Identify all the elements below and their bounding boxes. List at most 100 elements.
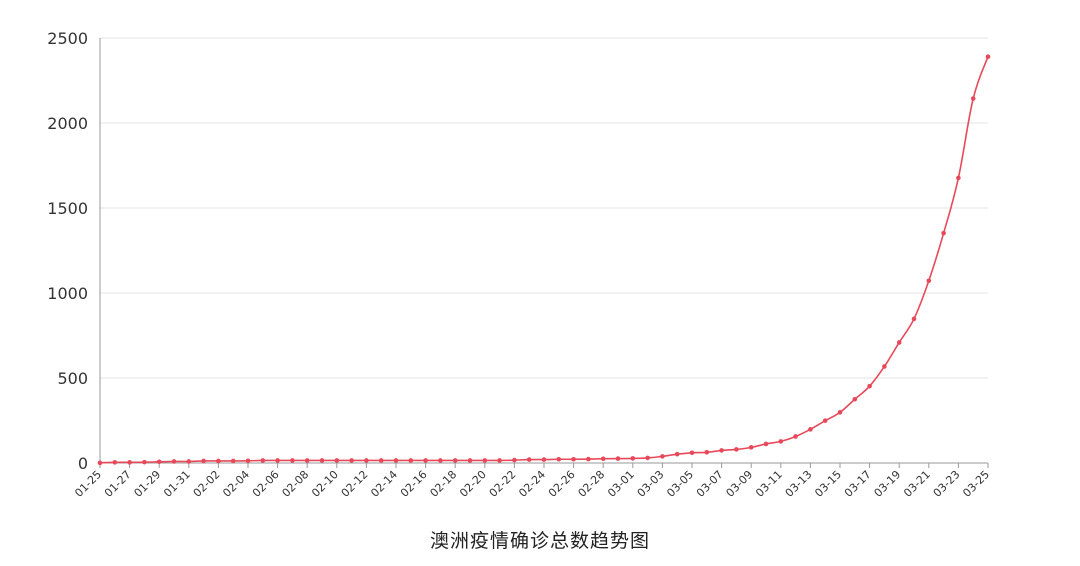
data-point bbox=[97, 460, 103, 466]
data-point bbox=[748, 445, 754, 450]
x-tick-label: 02-18 bbox=[428, 468, 460, 500]
x-tick-label: 03-11 bbox=[753, 468, 785, 500]
y-tick-label: 500 bbox=[57, 369, 88, 388]
x-tick-label: 02-08 bbox=[280, 468, 312, 500]
x-axis: 01-2501-2701-2901-3102-0202-0402-0602-08… bbox=[72, 463, 992, 500]
x-tick-label: 03-21 bbox=[901, 468, 933, 500]
data-point bbox=[660, 454, 665, 459]
data-point bbox=[645, 455, 650, 461]
x-tick-label: 02-14 bbox=[368, 468, 400, 500]
data-point bbox=[911, 316, 917, 322]
data-point bbox=[571, 456, 576, 462]
data-point bbox=[704, 449, 710, 455]
x-tick-label: 02-16 bbox=[398, 468, 430, 500]
data-point bbox=[852, 396, 858, 402]
x-tick-label: 01-31 bbox=[161, 468, 193, 500]
data-point bbox=[763, 441, 769, 447]
data-point bbox=[423, 458, 428, 463]
data-point bbox=[778, 439, 784, 444]
x-tick-label: 03-23 bbox=[931, 468, 963, 500]
data-point bbox=[970, 96, 976, 101]
data-point bbox=[630, 456, 636, 461]
data-point bbox=[275, 458, 280, 463]
data-point bbox=[319, 458, 325, 463]
data-point bbox=[615, 456, 621, 461]
data-point bbox=[674, 451, 680, 457]
data-point bbox=[201, 458, 206, 464]
data-point bbox=[334, 458, 340, 463]
x-tick-label: 02-04 bbox=[220, 468, 252, 500]
x-tick-label: 02-28 bbox=[576, 468, 608, 500]
data-point bbox=[156, 459, 162, 465]
data-point bbox=[393, 458, 399, 463]
data-point bbox=[171, 459, 177, 464]
x-tick-label: 03-13 bbox=[783, 468, 815, 500]
x-tick-label: 03-17 bbox=[842, 468, 874, 500]
x-tick-label: 03-09 bbox=[724, 468, 756, 500]
data-point bbox=[586, 456, 591, 462]
data-point bbox=[364, 458, 369, 463]
y-tick-label: 0 bbox=[78, 454, 88, 473]
data-point bbox=[304, 458, 310, 463]
data-point bbox=[541, 457, 547, 462]
data-point bbox=[142, 459, 147, 465]
x-tick-label: 01-27 bbox=[102, 468, 134, 500]
data-point bbox=[600, 456, 606, 462]
data-point bbox=[186, 459, 192, 464]
x-tick-label: 02-12 bbox=[339, 468, 371, 500]
data-point bbox=[896, 340, 902, 345]
series-line bbox=[99, 56, 989, 464]
data-point bbox=[512, 457, 517, 463]
x-tick-label: 03-01 bbox=[605, 468, 637, 500]
data-point bbox=[378, 458, 384, 463]
x-tick-label: 02-26 bbox=[546, 468, 578, 500]
data-point bbox=[689, 450, 695, 456]
data-point bbox=[497, 458, 502, 463]
data-point bbox=[438, 458, 443, 463]
x-tick-label: 01-29 bbox=[132, 468, 164, 500]
x-tick-label: 02-20 bbox=[457, 468, 489, 500]
data-point bbox=[230, 458, 236, 464]
data-point bbox=[985, 54, 991, 59]
x-tick-label: 02-22 bbox=[487, 468, 519, 500]
data-point bbox=[941, 230, 946, 236]
data-point bbox=[808, 427, 813, 432]
data-point bbox=[719, 448, 724, 453]
y-tick-label: 1000 bbox=[47, 284, 88, 303]
y-axis: 0 500 1000 1500 2000 2500 bbox=[47, 29, 101, 473]
data-point bbox=[867, 383, 872, 389]
data-point bbox=[290, 458, 295, 463]
series-confirmed bbox=[97, 54, 991, 466]
x-tick-label: 02-10 bbox=[309, 468, 341, 500]
x-tick-label: 03-25 bbox=[960, 468, 992, 500]
x-tick-label: 03-03 bbox=[635, 468, 667, 500]
y-tick-label: 1500 bbox=[47, 199, 88, 218]
data-point bbox=[467, 458, 473, 463]
y-tick-label: 2000 bbox=[47, 114, 88, 133]
data-point bbox=[482, 458, 488, 463]
data-point bbox=[956, 175, 961, 181]
x-tick-label: 02-24 bbox=[516, 468, 548, 500]
y-tick-label: 2500 bbox=[47, 29, 88, 48]
chart-title: 澳洲疫情确诊总数趋势图 bbox=[429, 530, 650, 552]
data-point bbox=[926, 278, 932, 284]
data-point bbox=[837, 410, 843, 415]
data-point bbox=[734, 447, 739, 452]
data-point bbox=[822, 418, 828, 423]
x-tick-label: 02-02 bbox=[191, 468, 223, 500]
data-point bbox=[349, 458, 354, 463]
x-tick-label: 02-06 bbox=[250, 468, 282, 500]
data-point bbox=[526, 457, 532, 462]
data-point bbox=[452, 458, 458, 463]
x-tick-label: 03-15 bbox=[812, 468, 844, 500]
data-point bbox=[127, 460, 132, 465]
data-point bbox=[882, 364, 887, 369]
data-point bbox=[793, 434, 798, 439]
x-tick-label: 03-05 bbox=[664, 468, 696, 500]
x-tick-label: 03-19 bbox=[872, 468, 904, 500]
x-tick-label: 03-07 bbox=[694, 468, 726, 500]
data-point bbox=[112, 460, 118, 465]
data-point bbox=[260, 458, 266, 463]
data-point bbox=[245, 458, 251, 464]
